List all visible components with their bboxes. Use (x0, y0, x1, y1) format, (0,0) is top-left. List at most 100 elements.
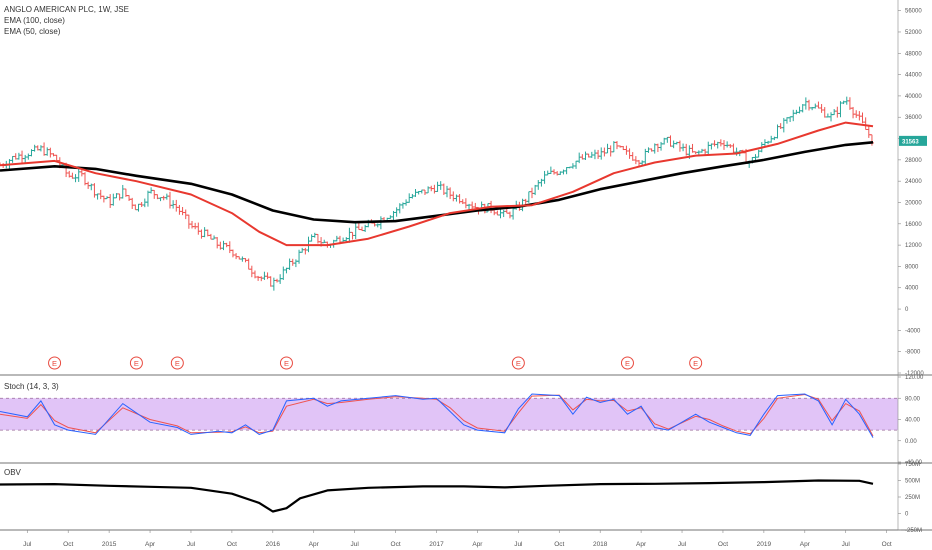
y-tick-label: 52000 (905, 30, 922, 36)
price-bar (854, 110, 859, 118)
y-tick-label: 12000 (905, 243, 922, 249)
price-bar (215, 237, 220, 249)
earnings-label: E (134, 359, 139, 368)
price-bar (111, 193, 116, 206)
stoch-y-tick-label: 0.00 (905, 439, 917, 445)
x-tick-label: 2019 (757, 541, 772, 548)
earnings-marker: E (620, 356, 634, 370)
price-bar (646, 147, 651, 153)
obv-y-tick-label: 500M (905, 479, 920, 485)
price-bar (196, 222, 201, 235)
price-bar (375, 223, 380, 228)
price-bar (542, 170, 547, 184)
price-bar (136, 203, 141, 212)
ema-50-line (0, 121, 874, 247)
y-tick-label: 8000 (905, 264, 919, 270)
price-bar (202, 227, 207, 238)
earnings-label: E (625, 359, 630, 368)
price-bar (498, 209, 503, 219)
price-bar (221, 240, 226, 251)
price-bar (303, 247, 308, 255)
price-bar (829, 112, 834, 122)
x-tick-label: 2017 (429, 541, 444, 548)
symbol-title[interactable]: ANGLO AMERICAN PLC, 1W, JSE (4, 5, 129, 14)
obv-pane[interactable] (0, 479, 874, 513)
price-bar (353, 223, 358, 240)
price-bar (671, 140, 676, 149)
price-bar (577, 152, 582, 164)
price-bar (259, 276, 264, 282)
price-bar (851, 106, 856, 119)
earnings-circle (129, 356, 143, 370)
price-bar (599, 147, 604, 160)
stoch-d-line (0, 393, 874, 437)
x-tick-label: Apr (472, 541, 483, 548)
y-tick-label: 40000 (905, 94, 922, 100)
price-bar (659, 141, 664, 151)
price-bar (256, 275, 261, 281)
y-tick-label: 16000 (905, 222, 922, 228)
earnings-marker: E (48, 356, 62, 370)
stoch-label[interactable]: Stoch (14, 3, 3) (4, 382, 59, 391)
earnings-circle (279, 356, 293, 370)
price-bar (533, 184, 538, 196)
price-bar (290, 258, 295, 266)
price-bar (435, 181, 440, 192)
price-bar (108, 194, 113, 208)
price-bar (309, 234, 314, 242)
price-bar (177, 204, 182, 215)
price-bar (772, 136, 777, 141)
obv-y-tick-label: -250M (905, 528, 922, 534)
x-tick-label: Oct (227, 541, 237, 548)
ema-100-label[interactable]: EMA (100, close) (4, 16, 65, 25)
price-bar (495, 210, 500, 216)
price-bar (190, 220, 195, 229)
ema-50-label[interactable]: EMA (50, close) (4, 27, 61, 36)
earnings-label: E (516, 359, 521, 368)
x-tick-label: Apr (145, 541, 156, 548)
y-tick-label: 36000 (905, 115, 922, 121)
earnings-marker: E (511, 356, 525, 370)
price-bar (718, 139, 723, 147)
stoch-band (0, 398, 898, 431)
price-bar (42, 142, 47, 156)
price-bar (725, 141, 730, 148)
earnings-marker: E (170, 356, 184, 370)
x-tick-label: 2016 (266, 541, 281, 548)
obv-line (0, 479, 874, 513)
price-bar (614, 141, 619, 150)
x-tick-label: Oct (882, 541, 892, 548)
price-bar (174, 199, 179, 212)
price-bar (394, 207, 399, 217)
x-tick-label: Oct (554, 541, 564, 548)
x-tick-label: Jul (187, 541, 196, 548)
price-bar (54, 154, 59, 161)
price-bar (564, 167, 569, 175)
last-price-label: 31563 (902, 139, 919, 145)
y-tick-label: 0 (905, 307, 909, 313)
x-tick-label: Jul (351, 541, 360, 548)
price-bar (548, 166, 553, 174)
price-bar (863, 117, 868, 130)
price-bar (26, 153, 31, 160)
price-bar (193, 222, 198, 230)
price-bar (281, 266, 286, 280)
price-bar (583, 151, 588, 161)
earnings-label: E (175, 359, 180, 368)
x-tick-label: Oct (63, 541, 73, 548)
price-bar (268, 276, 273, 287)
obv-label[interactable]: OBV (4, 468, 21, 477)
stoch-pane[interactable] (0, 393, 898, 438)
price-bar (48, 147, 53, 158)
y-tick-label: -4000 (905, 328, 921, 334)
x-tick-label: 2018 (593, 541, 608, 548)
price-bar (526, 191, 531, 203)
stoch-k-line (0, 393, 874, 438)
x-tick-label: Oct (718, 541, 728, 548)
price-bar (822, 107, 827, 118)
price-bar (835, 106, 840, 118)
y-tick-label: 56000 (905, 9, 922, 15)
